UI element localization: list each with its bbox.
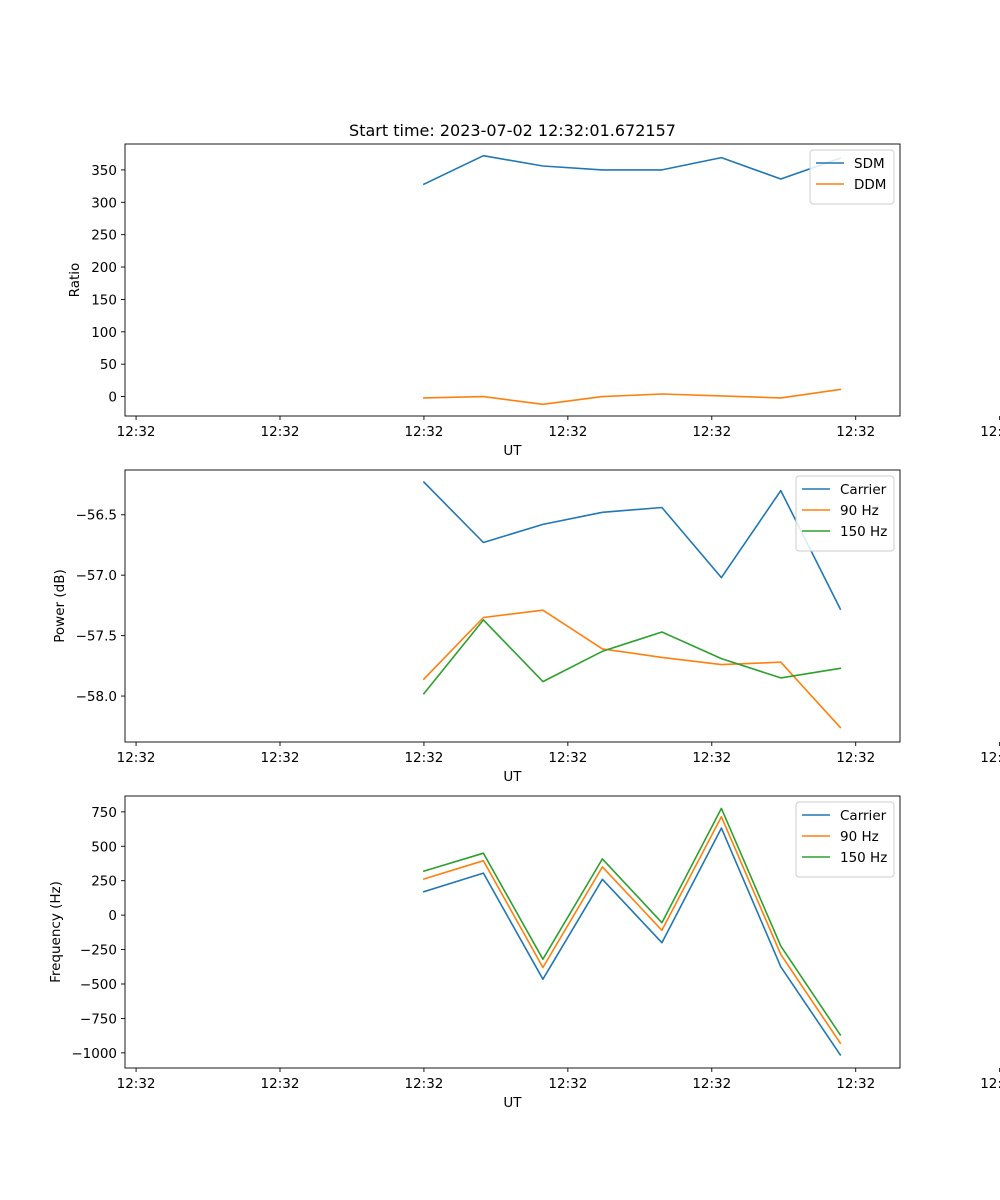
y-axis-label: Frequency (Hz) [48,881,64,983]
x-axis-label: UT [503,769,522,785]
y-tick-label: −58.0 [76,689,117,705]
x-axis-label: UT [503,443,522,459]
y-tick-label: −57.0 [76,568,117,584]
series-line-150-hz [422,619,842,695]
legend-label: 90 Hz [840,503,879,519]
x-tick-label: 12:32 [692,750,731,766]
y-tick-label: 250 [91,874,117,890]
y-tick-label: −1000 [71,1046,117,1062]
legend-box [795,475,895,552]
legend-box [795,801,895,878]
legend-label: 90 Hz [840,829,879,845]
legend-label: 150 Hz [840,524,887,540]
legend-label: 150 Hz [840,850,887,866]
x-tick-label: 12:32 [404,1076,443,1092]
frequency-panel: 12:32 12:32 12:32 12:32 12:32 12:32 12:33 −1000… [48,795,1000,1111]
y-tick-label: 250 [91,228,117,244]
series-line-carrier [422,480,842,611]
y-axis-label: Ratio [67,263,83,298]
legend-label: DDM [854,177,886,193]
x-tick-label: 12:32 [836,424,875,440]
x-tick-label: 12:32 [404,424,443,440]
legend-label: Carrier [840,482,887,498]
y-tick-label: 50 [100,357,117,373]
figure-title: Start time: 2023-07-02 12:32:01.672157 [349,121,676,140]
x-axis-label: UT [503,1095,522,1111]
x-tick-label: 12:32 [261,750,300,766]
x-tick-label: 12:32 [117,424,156,440]
x-tick-label: 12:33 [980,750,1000,766]
x-tick-label: 12:32 [117,750,156,766]
x-tick-label: 12:32 [261,424,300,440]
x-tick-label: 12:32 [548,1076,587,1092]
x-tick-label: 12:32 [117,1076,156,1092]
legend-label: SDM [854,156,885,172]
ratio-panel: 12:32 12:32 12:32 12:32 12:32 12:32 12:33 0 50 10… [67,143,1000,459]
x-tick-label: 12:32 [692,424,731,440]
legend-label: Carrier [840,808,887,824]
x-tick-label: 12:32 [836,750,875,766]
axes-frame [124,143,901,417]
axes-frame [124,469,901,743]
x-tick-label: 12:32 [261,1076,300,1092]
series-line-sdm [422,154,842,186]
series-line-carrier [422,827,842,1057]
y-tick-label: 0 [108,908,117,924]
x-tick-label: 12:32 [548,750,587,766]
y-tick-label: 350 [91,163,117,179]
x-tick-label: 12:33 [980,1076,1000,1092]
x-tick-label: 12:33 [980,424,1000,440]
y-tick-label: −250 [80,943,117,959]
x-tick-label: 12:32 [692,1076,731,1092]
series-line-ddm [423,388,842,406]
y-tick-label: 500 [91,839,117,855]
y-tick-label: 0 [108,390,117,406]
y-tick-label: −57.5 [76,629,117,645]
axes-frame [124,795,901,1069]
series-line-90-hz [422,609,842,729]
y-axis-label: Power (dB) [52,569,68,642]
y-tick-label: 200 [91,260,117,276]
y-tick-label: −500 [80,977,117,993]
y-tick-label: 750 [91,805,117,821]
power-panel: 12:32 12:32 12:32 12:32 12:32 12:32 12:33 −58.0… [52,469,1000,785]
series-line-150-hz [422,807,842,1037]
y-tick-label: −56.5 [76,508,117,524]
y-tick-label: 100 [91,325,117,341]
x-tick-label: 12:32 [836,1076,875,1092]
y-tick-label: 150 [91,292,117,308]
y-tick-label: 300 [91,195,117,211]
y-tick-label: −750 [80,1011,117,1027]
series-line-90-hz [422,815,842,1045]
x-tick-label: 12:32 [404,750,443,766]
x-tick-label: 12:32 [548,424,587,440]
